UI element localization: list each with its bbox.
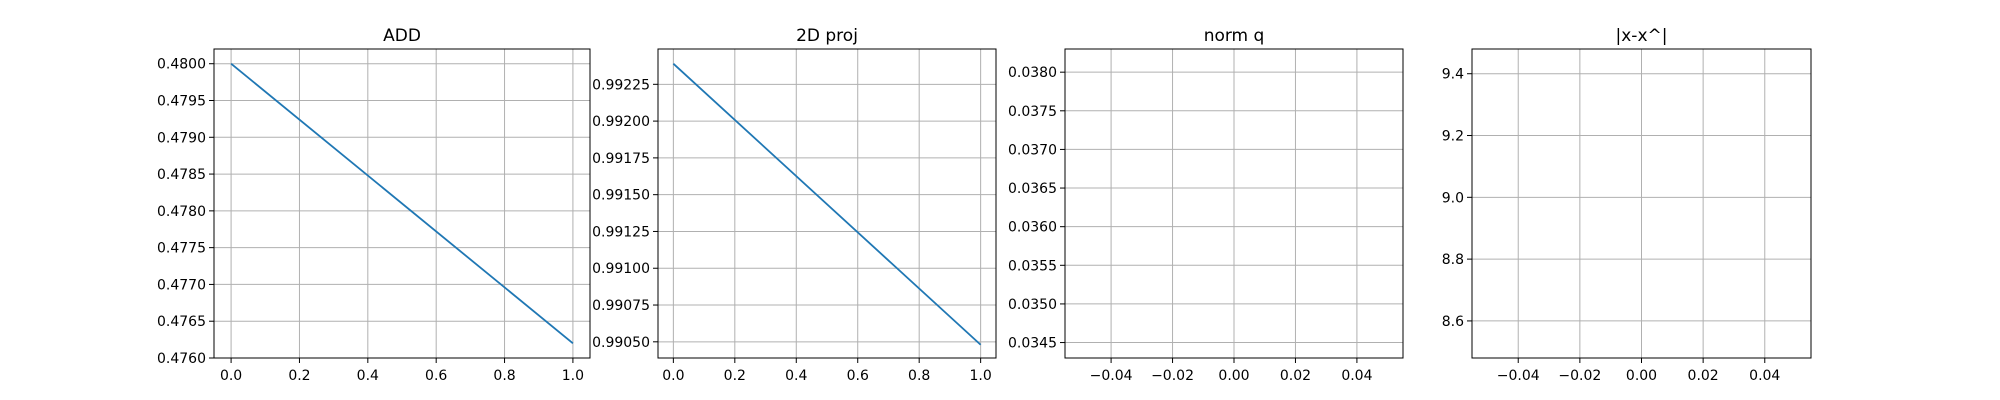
chart-panel-3: −0.04 −0.02 0.00 0.02 0.04 0.0345 0.0350 0.0355… <box>1008 26 1404 384</box>
y-tick-label: 0.4785 <box>157 167 206 183</box>
x-tick-label: 1.0 <box>970 368 992 384</box>
y-tick-label: 9.0 <box>1442 190 1464 206</box>
axes-frame <box>1471 48 1812 359</box>
y-tick-label: 0.99175 <box>592 151 650 167</box>
y-tick-label: 0.99150 <box>592 188 650 204</box>
x-tick-label: 0.8 <box>493 368 515 384</box>
x-tick-label: 0.04 <box>1749 368 1780 384</box>
y-tick-label: 0.99050 <box>592 335 650 351</box>
axes-frame <box>213 48 591 359</box>
y-tick-label: 0.99200 <box>592 114 650 130</box>
y-tick-label: 0.0375 <box>1008 104 1057 120</box>
x-tick-label: 0.6 <box>847 368 869 384</box>
x-tick-label: −0.02 <box>1558 368 1601 384</box>
x-tick-label: 0.00 <box>1626 368 1657 384</box>
y-tick-label: 0.0380 <box>1008 65 1057 81</box>
y-tick-label: 0.4780 <box>157 204 206 220</box>
y-tick-label: 0.4770 <box>157 277 206 293</box>
chart-panel-2: 0.0 0.2 0.4 0.6 0.8 1.0 0.99050 0.99075 0.99100 0… <box>592 26 997 384</box>
y-tick-label: 0.4800 <box>157 57 206 73</box>
chart-panel-1: 0.0 0.2 0.4 0.6 0.8 1.0 0.4760 0.4765 0.4770 0.47… <box>157 26 591 384</box>
y-tick-label: 0.0350 <box>1008 297 1057 313</box>
x-tick-label: 0.4 <box>357 368 379 384</box>
x-tick-label: −0.04 <box>1497 368 1540 384</box>
x-tick-label: 1.0 <box>562 368 584 384</box>
y-tick-label: 8.8 <box>1442 252 1464 268</box>
y-tick-label: 0.0365 <box>1008 181 1057 197</box>
y-tick-label: 9.2 <box>1442 129 1464 145</box>
chart-panel-4: −0.04 −0.02 0.00 0.02 0.04 8.6 8.8 9.0 9.2 9.4 |x-… <box>1442 26 1812 384</box>
y-tick-label: 9.4 <box>1442 67 1464 83</box>
y-tick-label: 0.0355 <box>1008 258 1057 274</box>
chart-title: ADD <box>383 26 421 46</box>
y-tick-label: 0.0360 <box>1008 220 1057 236</box>
axes-frame <box>657 48 997 359</box>
x-tick-label: 0.2 <box>288 368 310 384</box>
y-tick-label: 0.4765 <box>157 314 206 330</box>
y-tick-label: 0.99075 <box>592 298 650 314</box>
x-tick-label: 0.0 <box>662 368 684 384</box>
x-tick-label: 0.8 <box>908 368 930 384</box>
chart-title: |x-x^| <box>1616 26 1668 46</box>
y-tick-label: 0.0370 <box>1008 142 1057 158</box>
y-tick-label: 0.4760 <box>157 351 206 367</box>
y-tick-label: 0.4775 <box>157 241 206 257</box>
x-tick-label: 0.02 <box>1688 368 1719 384</box>
x-tick-label: 0.0 <box>220 368 242 384</box>
y-tick-label: 0.4790 <box>157 130 206 146</box>
x-tick-label: −0.04 <box>1090 368 1133 384</box>
axes-frame <box>1064 48 1404 359</box>
series-line <box>672 63 982 346</box>
y-tick-label: 8.6 <box>1442 314 1464 330</box>
x-tick-label: 0.2 <box>724 368 746 384</box>
x-tick-label: 0.00 <box>1218 368 1249 384</box>
x-tick-label: 0.4 <box>785 368 807 384</box>
y-tick-label: 0.4795 <box>157 94 206 110</box>
y-tick-label: 0.99225 <box>592 77 650 93</box>
chart-title: 2D proj <box>796 26 858 46</box>
x-tick-label: 0.04 <box>1341 368 1372 384</box>
x-tick-label: 0.6 <box>425 368 447 384</box>
y-tick-label: 0.99100 <box>592 261 650 277</box>
chart-title: norm q <box>1204 26 1265 46</box>
x-tick-label: −0.02 <box>1151 368 1194 384</box>
series-line <box>230 63 574 344</box>
y-tick-label: 0.99125 <box>592 224 650 240</box>
x-tick-label: 0.02 <box>1280 368 1311 384</box>
y-tick-label: 0.0345 <box>1008 336 1057 352</box>
